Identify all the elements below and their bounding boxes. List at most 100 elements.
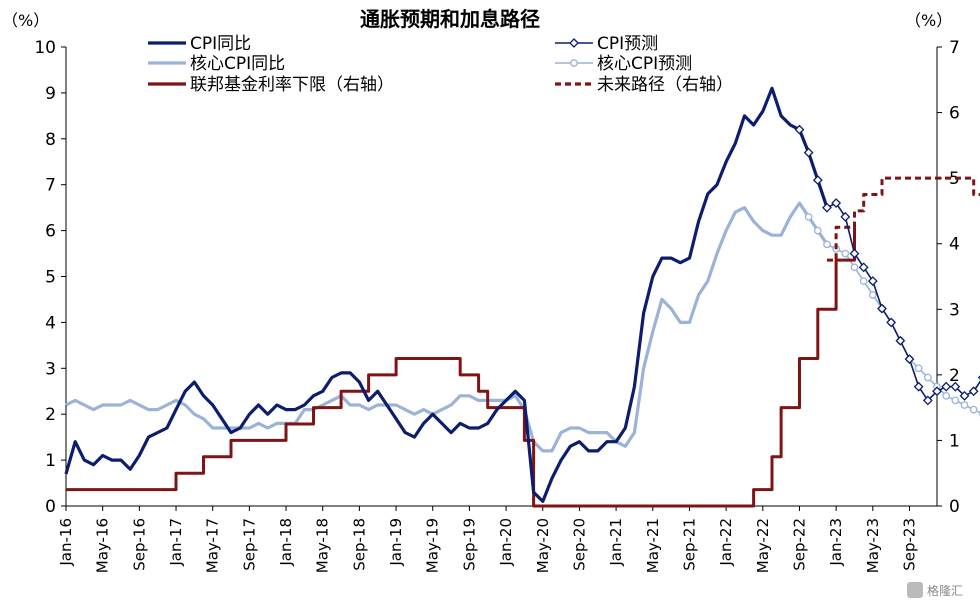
x-tick-label: Jan-17 — [167, 518, 185, 567]
x-ticks: Jan-16 May-16 Sep-16 Jan-17 May-17 Sep-17 Jan-… — [57, 506, 918, 573]
legend-label-cpi: CPI同比 — [190, 34, 251, 54]
y-left-unit: （%） — [2, 11, 49, 30]
point-core_fc — [914, 364, 923, 373]
point-cpi_fc — [968, 386, 979, 397]
y-right-unit: （%） — [905, 11, 952, 30]
y-left-tick-label: 0 — [45, 497, 56, 517]
x-tick-label: Jan-16 — [57, 518, 75, 567]
point-cpi_fc — [794, 124, 805, 135]
x-tick-label: May-22 — [754, 518, 772, 573]
y-right-tick-label: 7 — [949, 38, 960, 58]
watermark-text: 格隆汇 — [927, 583, 963, 598]
y-left-tick-label: 2 — [45, 405, 56, 425]
y-right-tick-label: 4 — [949, 235, 960, 255]
y-left-tick-label: 10 — [34, 38, 56, 58]
x-tick-label: Sep-16 — [130, 518, 148, 571]
y-left-tick-label: 4 — [45, 313, 56, 333]
point-cpi_fc — [895, 335, 906, 346]
point-core_fc — [942, 391, 951, 400]
x-tick-label: Jan-20 — [497, 518, 515, 567]
x-tick-label: Jan-19 — [387, 518, 405, 567]
series-lines — [64, 86, 980, 508]
point-core_fc — [841, 249, 850, 258]
x-tick-label: May-23 — [864, 518, 882, 573]
point-cpi_fc — [950, 381, 961, 392]
point-cpi_fc — [913, 381, 924, 392]
point-cpi_fc — [831, 198, 842, 208]
x-tick-label: Sep-21 — [680, 518, 698, 571]
legend-label-fed: 联邦基金利率下限（右轴） — [190, 75, 394, 95]
x-tick-label: Sep-22 — [790, 518, 808, 571]
legend-marker-cpi_fc — [569, 38, 579, 48]
x-tick-label: Jan-21 — [607, 518, 625, 567]
point-core_fc — [850, 263, 859, 272]
y-right-ticks: 0 1 2 3 4 5 6 7 — [937, 38, 960, 517]
y-left-tick-label: 6 — [45, 222, 56, 242]
y-right-tick-label: 6 — [949, 104, 960, 124]
point-cpi_fc — [932, 386, 942, 397]
axes — [65, 47, 938, 507]
x-tick-label: Sep-20 — [570, 518, 588, 571]
y-right-tick-label: 1 — [949, 431, 960, 451]
x-tick-label: May-17 — [204, 518, 222, 573]
x-tick-label: May-18 — [314, 518, 332, 573]
point-core_fc — [823, 240, 831, 249]
watermark: 格隆汇 — [907, 582, 963, 598]
x-tick-label: Sep-18 — [350, 518, 368, 571]
point-core_fc — [813, 226, 822, 235]
x-tick-label: May-21 — [644, 518, 662, 573]
x-tick-label: Jan-23 — [827, 518, 845, 567]
point-cpi_fc — [941, 381, 952, 392]
series-line-core — [65, 201, 829, 453]
y-left-tick-label: 7 — [45, 176, 56, 196]
x-tick-label: May-19 — [424, 518, 442, 573]
y-left-tick-label: 3 — [45, 359, 56, 379]
point-cpi_fc — [877, 303, 887, 314]
point-core_fc — [969, 405, 978, 414]
y-right-tick-label: 0 — [949, 497, 960, 517]
x-tick-label: May-20 — [534, 518, 552, 573]
point-cpi_fc — [904, 354, 915, 365]
point-cpi_fc — [922, 395, 933, 406]
chart-title: 通胀预期和加息路径 — [360, 7, 540, 31]
point-cpi_fc — [959, 390, 970, 401]
x-tick-label: Sep-17 — [240, 518, 258, 571]
legend-label-cpi_fc: CPI预测 — [597, 34, 658, 54]
point-core_fc — [868, 291, 877, 299]
point-cpi_fc — [858, 262, 869, 273]
y-left-tick-label: 5 — [45, 268, 56, 288]
x-tick-label: Jan-18 — [277, 518, 295, 567]
series-line-fed_fc — [827, 176, 980, 262]
series-line-fed — [66, 227, 856, 508]
y-right-tick-label: 5 — [949, 169, 960, 189]
point-core_fc — [951, 396, 960, 405]
y-right-tick-label: 2 — [949, 366, 960, 386]
series-line-cpi — [64, 86, 829, 503]
point-core_fc — [960, 401, 969, 409]
point-cpi_fc — [867, 276, 878, 287]
x-tick-label: Sep-19 — [460, 518, 478, 571]
x-tick-label: Jan-22 — [717, 518, 735, 567]
point-cpi_fc — [803, 147, 814, 158]
legend-marker-core_fc — [570, 59, 578, 67]
point-cpi_fc — [822, 202, 832, 213]
watermark-logo-icon — [907, 582, 923, 598]
legend-label-core_fc: 核心CPI预测 — [597, 54, 692, 74]
y-right-tick-label: 3 — [949, 300, 960, 320]
legend-label-fed_fc: 未来路径（右轴） — [597, 75, 733, 95]
point-cpi_fc — [840, 211, 851, 222]
point-cpi_fc — [849, 248, 860, 259]
point-cpi_fc — [886, 317, 897, 328]
x-tick-label: Sep-23 — [900, 518, 918, 571]
y-left-tick-label: 9 — [45, 84, 56, 104]
x-tick-label: May-16 — [94, 518, 112, 573]
y-left-tick-label: 1 — [45, 451, 56, 471]
legend-label-core: 核心CPI同比 — [190, 54, 285, 74]
y-left-tick-label: 8 — [45, 130, 56, 150]
point-core_fc — [923, 373, 932, 382]
y-left-ticks: 0 1 2 3 4 5 6 7 8 9 10 — [34, 38, 66, 517]
point-cpi_fc — [812, 175, 823, 186]
point-core_fc — [859, 277, 868, 285]
